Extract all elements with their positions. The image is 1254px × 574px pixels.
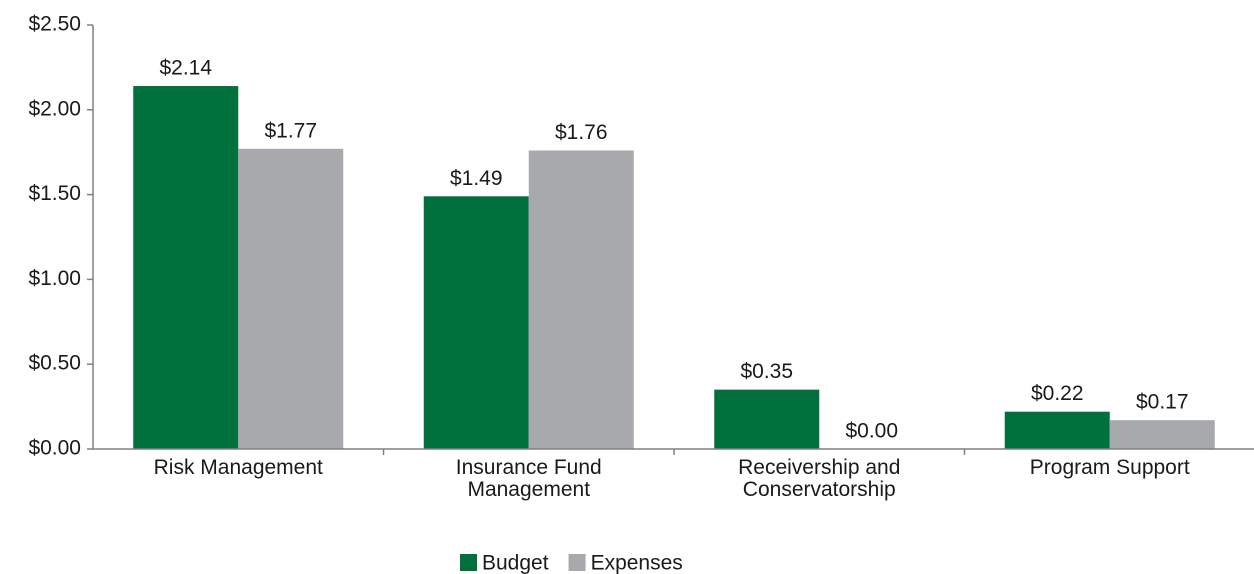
bar <box>1109 420 1215 449</box>
x-tick-label: Insurance Fund Management <box>455 456 602 501</box>
legend-swatch <box>460 554 477 571</box>
bar <box>133 86 239 449</box>
x-tick-label: Program Support <box>1029 456 1190 479</box>
data-label: $0.35 <box>740 360 793 383</box>
y-tick-label: $0.00 <box>28 437 81 460</box>
bar <box>238 148 344 450</box>
data-label: $2.14 <box>159 57 212 80</box>
data-label: $0.22 <box>1031 382 1084 405</box>
x-tick-label: Receivership and Conservatorship <box>738 456 901 501</box>
y-tick-label: $2.00 <box>28 97 81 120</box>
data-label: $1.77 <box>264 119 317 142</box>
x-tick-label: Risk Management <box>153 456 323 479</box>
legend-label: Budget <box>482 552 549 574</box>
bar <box>423 196 529 449</box>
bar <box>1004 411 1110 449</box>
y-tick-label: $0.50 <box>28 352 81 375</box>
bar <box>714 389 820 449</box>
data-label: $0.00 <box>845 420 898 443</box>
data-label: $0.17 <box>1136 391 1189 414</box>
legend-label: Expenses <box>591 552 683 574</box>
y-tick-label: $2.50 <box>28 13 81 36</box>
data-label: $1.49 <box>450 167 503 190</box>
data-label: $1.76 <box>555 121 608 144</box>
bar <box>528 150 634 449</box>
y-tick-label: $1.50 <box>28 182 81 205</box>
y-tick-label: $1.00 <box>28 267 81 290</box>
legend-swatch <box>568 554 586 571</box>
